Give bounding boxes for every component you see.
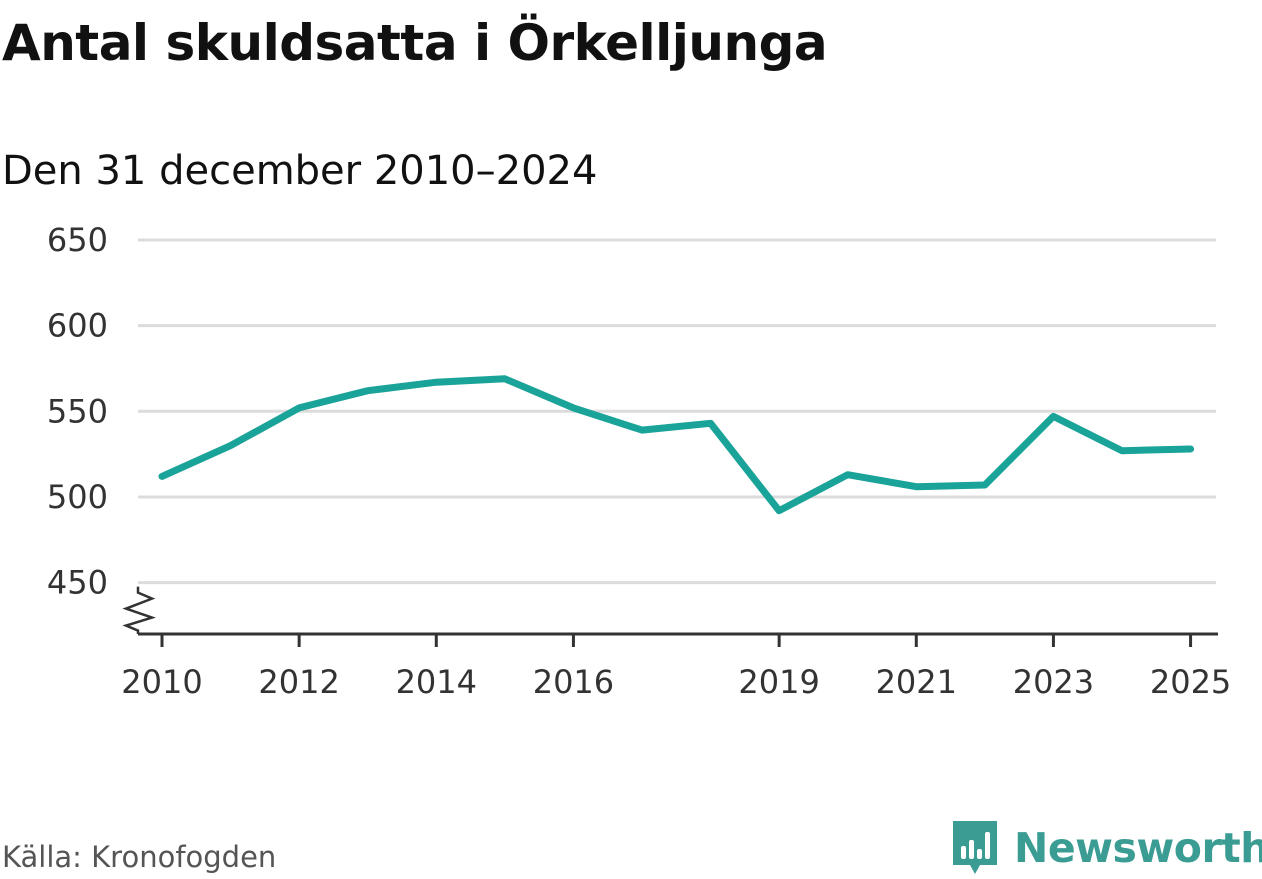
source-note: Källa: Kronofogden [2,840,277,874]
brand: Newsworthy [950,818,1262,878]
x-tick-label: 2016 [533,663,614,701]
x-tick-label: 2021 [876,663,957,701]
y-tick-label: 450 [47,564,108,602]
x-tick-label: 2010 [121,663,202,701]
y-axis-break [122,586,157,634]
y-tick-label: 500 [47,478,108,516]
newsworthy-logo-icon [953,821,997,874]
chart-subtitle: Den 31 december 2010–2024 [2,148,598,194]
x-tick-label: 2025 [1150,663,1231,701]
y-tick-label: 600 [47,307,108,345]
y-tick-label: 550 [47,392,108,430]
x-tick-label: 2019 [738,663,819,701]
series-line [158,375,1195,515]
x-tick-label: 2012 [258,663,339,701]
x-tick-label: 2014 [396,663,477,701]
x-tick-label: 2023 [1013,663,1094,701]
y-tick-label: 650 [47,221,108,259]
chart-title: Antal skuldsatta i Örkelljunga [2,14,828,72]
brand-name: Newsworthy [1014,824,1262,872]
